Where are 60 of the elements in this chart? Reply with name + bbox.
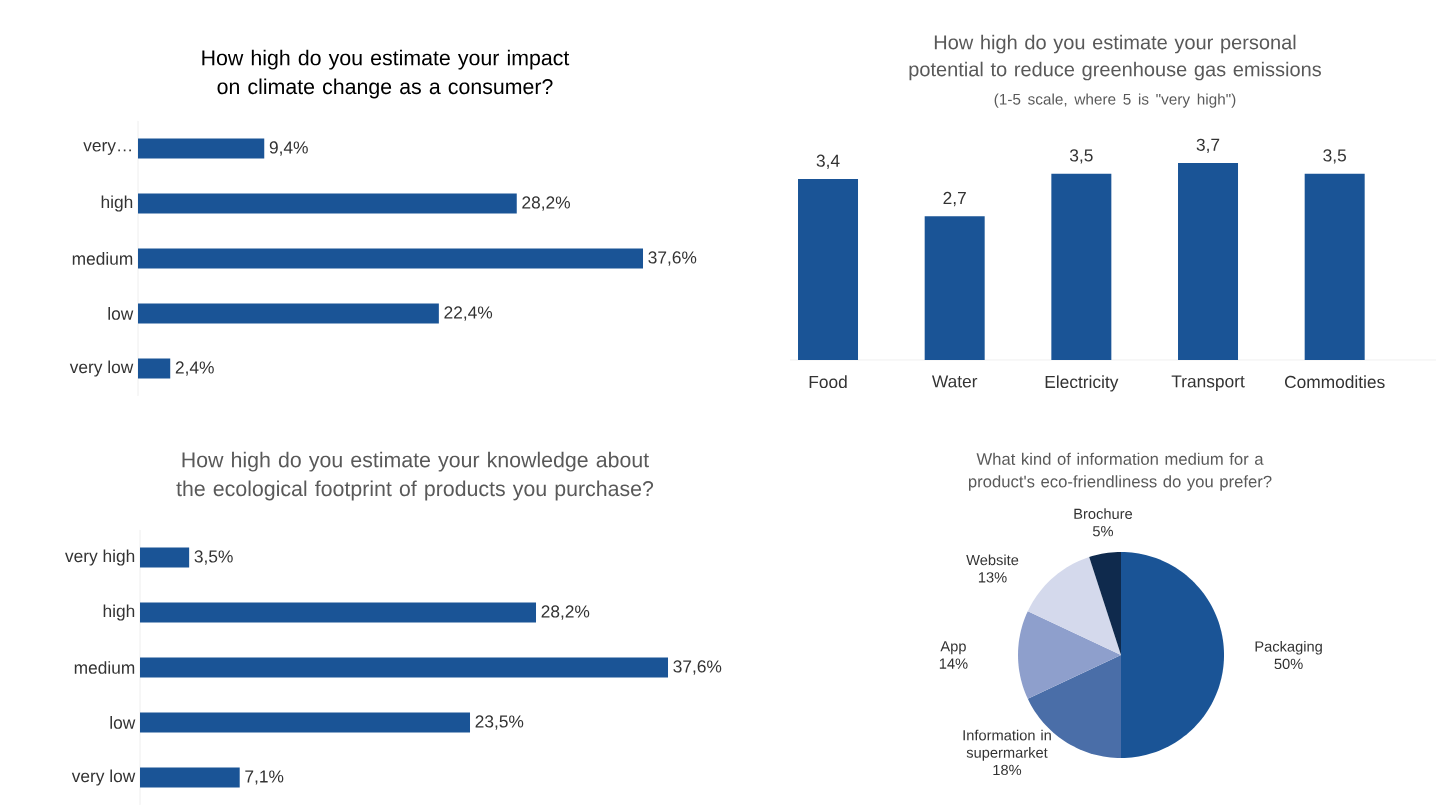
data-label: 3,5% (194, 550, 233, 565)
y-tick-label: very… (83, 142, 131, 155)
slice-label: Packaging (1255, 640, 1322, 655)
data-label: 28,2% (522, 196, 570, 211)
chart-title: How high do you estimate your personal potential to reduce greenhouse gas emissions (909, 34, 1321, 81)
data-label: 37,6% (648, 251, 697, 266)
data-label: 3,5 (1069, 149, 1093, 164)
bar (140, 602, 537, 623)
data-label: 28,2% (541, 605, 590, 620)
y-tick-label: very low (71, 769, 136, 786)
slice-label: Website (966, 554, 1019, 566)
bar (140, 767, 240, 788)
x-tick-label: Transport (1171, 375, 1245, 391)
data-label: 5% (1092, 526, 1114, 537)
chart-title: What kind of information medium for a product's eco-friendliness do you prefer? (968, 452, 1272, 491)
y-tick-label: medium (72, 252, 133, 265)
x-tick-label: Water (931, 375, 978, 388)
data-label: 18% (993, 764, 1022, 776)
data-label: 23,5% (475, 715, 524, 730)
data-label: 13% (978, 572, 1007, 583)
bar (138, 248, 644, 269)
data-label: 3,4 (816, 154, 840, 169)
bar (138, 358, 171, 379)
y-tick-label: low (110, 716, 136, 729)
data-label: 2,7 (943, 191, 966, 207)
y-tick-label: medium (74, 661, 135, 674)
bar (924, 216, 985, 360)
y-tick-label: high (101, 195, 133, 212)
bar (1178, 162, 1239, 360)
data-label: 50% (1274, 658, 1303, 670)
bar (140, 712, 471, 733)
bar (138, 138, 265, 159)
y-tick-label: high (103, 604, 135, 621)
bar (1304, 173, 1365, 360)
y-tick-label: very high (65, 549, 135, 566)
x-tick-label: Food (809, 375, 847, 389)
data-label: 14% (939, 658, 968, 669)
y-tick-label: low (108, 307, 134, 320)
bar (1051, 173, 1112, 360)
chart-title: How high do you estimate your knowledge about the ecological footprint of products you purchase? (176, 451, 654, 501)
data-label: 3,5 (1323, 149, 1346, 164)
bar (138, 193, 517, 214)
chart-title: How high do you estimate your impact on climate change as a consumer? (202, 49, 570, 99)
chart-subtitle: (1-5 scale, where 5 is "very high") (994, 93, 1236, 108)
x-tick-label: Commodities (1284, 375, 1385, 389)
data-label: 9,4% (269, 141, 308, 156)
bar (140, 547, 190, 568)
data-label: 2,4% (175, 361, 214, 376)
data-label: 22,4% (444, 306, 493, 321)
slice-label: App (940, 641, 966, 655)
data-label: 37,6% (673, 660, 722, 675)
data-label: 7,1% (245, 770, 284, 785)
data-label: 3,7 (1196, 138, 1220, 153)
x-tick-label: Electricity (1045, 375, 1119, 392)
y-tick-label: very low (69, 360, 134, 377)
bar (140, 657, 669, 678)
bar (798, 178, 859, 360)
slice-label: Information in supermarket (963, 729, 1051, 761)
slice-label: Brochure (1074, 508, 1133, 520)
bar (138, 303, 439, 324)
